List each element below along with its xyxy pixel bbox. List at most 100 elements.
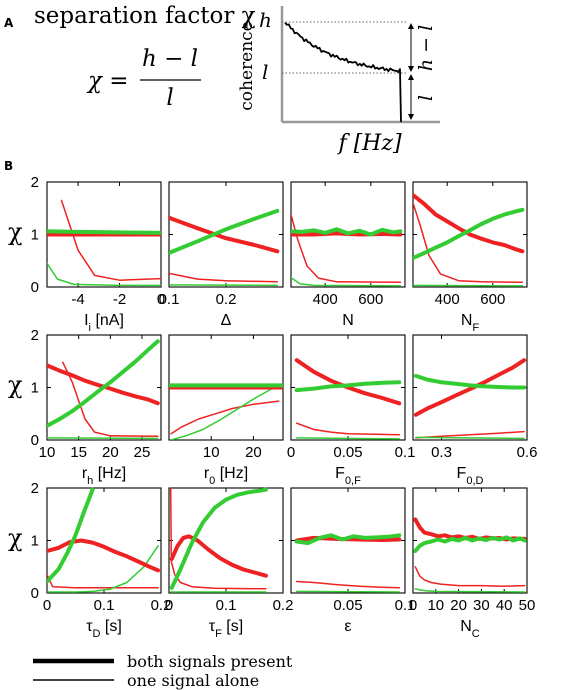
inset-ylabel: coherence: [237, 21, 257, 110]
series-green-thin: [170, 385, 280, 440]
x-tick-label: 0: [43, 597, 51, 614]
y-tick-label: 0: [31, 279, 39, 296]
x-tick-label: 0: [409, 597, 417, 614]
series-green-thin: [47, 262, 161, 287]
chart-panel-2: 0.1 0.2 Δ: [159, 181, 284, 329]
series-green-thick: [413, 373, 527, 390]
x-tick-label: 20: [450, 597, 467, 614]
x-axis-label: rh [Hz]: [82, 465, 126, 487]
y-tick-label: 0: [31, 432, 39, 449]
series-green-thin: [414, 588, 526, 593]
series-red-thin: [295, 580, 401, 589]
x-tick-label: 0.1: [395, 444, 416, 461]
x-tick-label: 20: [102, 444, 119, 461]
formula-lhs: χ =: [86, 68, 129, 94]
chart-panel-8: 0.3 0.6 F0,D: [412, 334, 538, 487]
x-axis-label: τD [s]: [86, 618, 122, 640]
x-axis-label: F0,D: [457, 465, 484, 487]
series-red-thin: [60, 199, 161, 281]
x-tick-label: 0.1: [216, 597, 237, 614]
series-green-thick: [169, 487, 268, 590]
series-green-thin: [295, 437, 401, 440]
series-red-thick: [169, 215, 280, 254]
separation-factor-formula: χ = h − l l: [86, 46, 201, 111]
series-green-thick: [291, 227, 403, 237]
x-tick-label: 0.3: [431, 444, 452, 461]
panel-a-label: A: [4, 16, 14, 30]
bracket-lower-label: l: [415, 95, 437, 101]
x-tick-label: 15: [70, 444, 87, 461]
series-red-thin: [62, 361, 159, 438]
series-green-thin: [413, 284, 524, 287]
x-axis-label: F0,F: [335, 465, 361, 487]
series-green-thick: [413, 207, 525, 261]
panel-a-title: separation factor χ: [34, 3, 256, 29]
x-tick-label: 0.6: [517, 444, 538, 461]
chart-panel-5: 0 1 2 10 15 20 25 rh [Hz] χ: [8, 327, 162, 487]
x-tick-label: 0.2: [273, 597, 294, 614]
series-green-thick: [169, 208, 280, 255]
series-green-thin: [291, 276, 402, 287]
y-tick-label: 2: [31, 480, 39, 497]
series-green-thick: [294, 380, 402, 393]
series-red-thick: [413, 358, 527, 417]
series-green-thick: [47, 229, 161, 235]
x-tick-label: 10: [427, 597, 444, 614]
x-tick-label: 0.1: [94, 597, 115, 614]
x-tick-label: 30: [473, 597, 490, 614]
series-green-thin: [415, 436, 525, 440]
y-tick-label: 1: [31, 380, 39, 397]
x-tick-label: 40: [496, 597, 513, 614]
series-green-thin: [47, 437, 159, 440]
series-red-thick: [169, 534, 268, 578]
y-tick-label: 0: [31, 585, 39, 602]
series-green-thin: [47, 545, 159, 593]
x-tick-label: 10: [203, 444, 220, 461]
chart-panel-6: 10 20 r0 [Hz]: [168, 334, 284, 487]
x-tick-label: 0.2: [216, 291, 237, 308]
h-label: h: [259, 8, 272, 32]
x-tick-label: 0.1: [395, 597, 416, 614]
x-axis-label: ε: [344, 618, 351, 635]
x-tick-label: 0.2: [151, 597, 172, 614]
series-green-thick: [294, 533, 402, 546]
x-tick-label: 600: [480, 291, 505, 308]
x-axis-label: NF: [461, 312, 480, 334]
series-green-thick: [413, 535, 527, 553]
series-green-thick: [47, 487, 95, 584]
l-label: l: [262, 60, 268, 84]
plot-frame: [168, 181, 284, 288]
series-red-thick: [47, 538, 161, 573]
series-red-thin: [47, 573, 159, 589]
x-tick-label: 0.1: [159, 291, 180, 308]
y-axis-label: χ: [8, 524, 23, 552]
x-axis-label: r0 [Hz]: [204, 465, 248, 487]
coherence-curve: [284, 22, 402, 123]
y-axis-label: χ: [8, 371, 23, 399]
chart-panel-1: 0 1 2 -4 -2 0 Ii [nA] χ: [8, 174, 165, 334]
chart-panel-9: 0 1 2 0 0.1 0.2 τD [s] χ: [8, 480, 171, 640]
series-green-thin: [169, 284, 279, 287]
y-tick-label: 2: [31, 174, 39, 191]
formula-numerator: h − l: [142, 46, 198, 72]
y-axis-label: χ: [8, 218, 23, 246]
x-tick-label: -2: [113, 291, 126, 308]
x-axis-label: Ii [nA]: [84, 312, 124, 334]
series-green-thick: [47, 339, 160, 428]
formula-denominator: l: [166, 85, 173, 111]
x-axis-label: N: [342, 312, 354, 329]
x-axis-label: NC: [460, 618, 480, 640]
x-tick-label: 0: [157, 291, 165, 308]
legend-thick-label: both signals present: [127, 652, 293, 671]
x-tick-label: 20: [245, 444, 262, 461]
y-tick-label: 1: [31, 533, 39, 550]
x-tick-label: 400: [435, 291, 460, 308]
plot-frame: [46, 487, 162, 594]
x-tick-label: 0.05: [333, 444, 362, 461]
series-red-thin: [170, 400, 280, 435]
bracket-upper-label: h − l: [415, 25, 437, 71]
series-red-thin: [169, 487, 267, 590]
